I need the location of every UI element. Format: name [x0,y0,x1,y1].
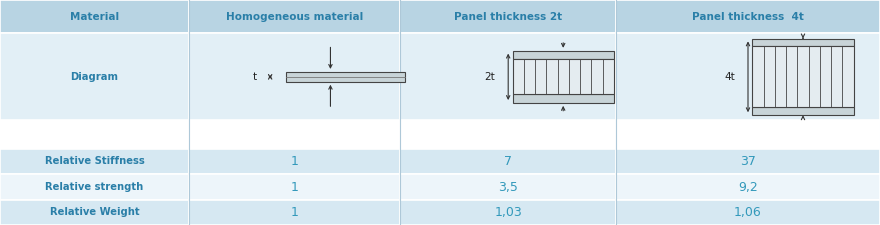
FancyBboxPatch shape [616,200,880,225]
FancyBboxPatch shape [0,148,189,174]
FancyBboxPatch shape [286,72,405,82]
FancyBboxPatch shape [189,33,400,120]
Text: 1,03: 1,03 [495,206,522,219]
Text: Panel thickness 2t: Panel thickness 2t [454,12,562,22]
Text: Relative Weight: Relative Weight [50,207,139,217]
Text: Relative strength: Relative strength [46,182,143,192]
FancyBboxPatch shape [0,33,189,120]
Text: Relative Stiffness: Relative Stiffness [45,156,144,166]
FancyBboxPatch shape [400,33,616,120]
FancyBboxPatch shape [752,46,854,107]
FancyBboxPatch shape [752,38,854,46]
Text: Panel thickness  4t: Panel thickness 4t [692,12,804,22]
FancyBboxPatch shape [189,0,400,33]
Text: Material: Material [70,12,119,22]
FancyBboxPatch shape [0,174,189,200]
FancyBboxPatch shape [616,174,880,200]
Text: 9,2: 9,2 [738,181,758,194]
FancyBboxPatch shape [512,59,613,94]
FancyBboxPatch shape [189,174,400,200]
FancyBboxPatch shape [400,148,616,174]
FancyBboxPatch shape [189,148,400,174]
Text: 37: 37 [740,155,756,168]
FancyBboxPatch shape [616,148,880,174]
FancyBboxPatch shape [616,0,880,33]
Text: Homogeneous material: Homogeneous material [226,12,363,22]
FancyBboxPatch shape [189,200,400,225]
FancyBboxPatch shape [512,51,613,59]
Text: 3,5: 3,5 [498,181,518,194]
FancyBboxPatch shape [0,0,189,33]
FancyBboxPatch shape [400,200,616,225]
Text: 7: 7 [504,155,512,168]
Text: 1: 1 [291,206,298,219]
Text: 4t: 4t [724,72,735,82]
FancyBboxPatch shape [752,107,854,115]
Text: 1: 1 [291,155,298,168]
Text: 1: 1 [291,181,298,194]
FancyBboxPatch shape [400,174,616,200]
Text: 2t: 2t [484,72,495,82]
Text: 1,06: 1,06 [734,206,762,219]
FancyBboxPatch shape [400,0,616,33]
FancyBboxPatch shape [616,33,880,120]
FancyBboxPatch shape [512,94,613,103]
Text: t: t [253,72,257,82]
FancyBboxPatch shape [0,200,189,225]
Text: Diagram: Diagram [70,72,119,82]
